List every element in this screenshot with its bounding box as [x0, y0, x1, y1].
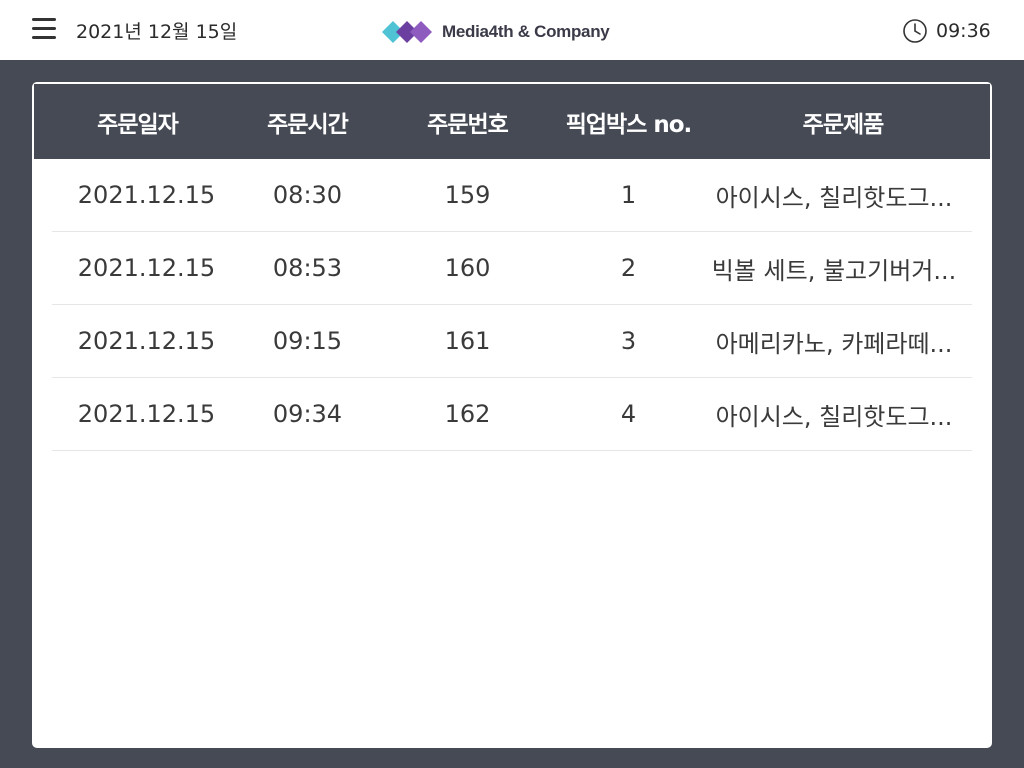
cell-order-number: 161 [444, 327, 491, 355]
table-body: 2021.12.15 08:30 159 1 아이시스, 칠리핫도그... 20… [52, 159, 972, 451]
cell-pickup-box: 2 [620, 254, 637, 282]
media4th-logo-icon [382, 21, 432, 43]
header-order-date: 주문일자 [97, 111, 179, 138]
cell-order-date: 2021.12.15 [77, 181, 216, 209]
header-order-time: 주문시간 [267, 111, 349, 138]
current-date: 2021년 12월 15일 [76, 21, 238, 43]
cell-order-date: 2021.12.15 [77, 254, 216, 282]
table-header: 주문일자 주문시간 주문번호 픽업박스 no. 주문제품 [34, 84, 990, 159]
cell-order-number: 160 [444, 254, 491, 282]
cell-pickup-box: 1 [620, 181, 637, 209]
cell-order-time: 08:30 [272, 181, 343, 209]
table-row[interactable]: 2021.12.15 09:15 161 3 아메리카노, 카페라떼... [52, 305, 972, 378]
cell-order-date: 2021.12.15 [77, 327, 216, 355]
hamburger-menu-icon[interactable] [32, 18, 56, 42]
cell-order-number: 159 [444, 181, 491, 209]
cell-order-number: 162 [444, 400, 491, 428]
cell-order-time: 09:15 [272, 327, 343, 355]
cell-order-products: 아메리카노, 카페라떼... [715, 329, 953, 358]
table-row[interactable]: 2021.12.15 09:34 162 4 아이시스, 칠리핫도그... [52, 378, 972, 451]
cell-order-products: 아이시스, 칠리핫도그... [715, 402, 953, 431]
cell-order-time: 08:53 [272, 254, 343, 282]
clock-icon [903, 19, 927, 43]
orders-panel: 주문일자 주문시간 주문번호 픽업박스 no. 주문제품 2021.12.15 … [32, 82, 992, 748]
cell-pickup-box: 3 [620, 327, 637, 355]
cell-pickup-box: 4 [620, 400, 637, 428]
cell-order-time: 09:34 [272, 400, 343, 428]
top-bar: 2021년 12월 15일 Media4th & Company 09:36 [0, 0, 1024, 60]
cell-order-products: 빅볼 세트, 불고기버거... [711, 256, 957, 285]
header-order-products: 주문제품 [802, 111, 885, 138]
clock: 09:36 [902, 18, 991, 44]
table-row[interactable]: 2021.12.15 08:30 159 1 아이시스, 칠리핫도그... [52, 159, 972, 232]
table-row[interactable]: 2021.12.15 08:53 160 2 빅볼 세트, 불고기버거... [52, 232, 972, 305]
brand-logo: Media4th & Company [382, 18, 610, 46]
brand-name: Media4th & Company [442, 22, 610, 41]
cell-order-products: 아이시스, 칠리핫도그... [715, 183, 953, 212]
cell-order-date: 2021.12.15 [77, 400, 216, 428]
current-time: 09:36 [936, 20, 991, 42]
header-pickup-box: 픽업박스 no. [565, 111, 693, 138]
header-order-number: 주문번호 [427, 111, 509, 138]
